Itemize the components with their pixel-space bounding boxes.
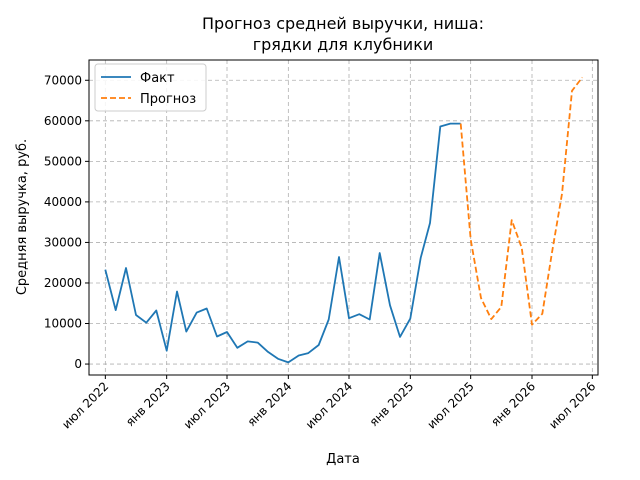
- series-line-forecast: [459, 76, 584, 326]
- x-tick-label: июл 2023: [181, 379, 233, 431]
- x-tick-label: янв 2025: [367, 379, 417, 429]
- x-tick-label: июл 2026: [546, 379, 598, 431]
- legend-box: [94, 63, 207, 112]
- series-lines: [104, 76, 584, 364]
- x-axis-label: Дата: [326, 452, 360, 467]
- legend: Факт Прогноз: [94, 63, 207, 112]
- x-tick-label: янв 2024: [245, 379, 295, 429]
- x-tick-label: июл 2025: [425, 379, 477, 431]
- chart-title-line-2: грядки для клубники: [253, 35, 434, 54]
- x-tick-label: янв 2026: [488, 379, 538, 429]
- x-tick-label: янв 2023: [123, 379, 173, 429]
- y-tick-label: 60000: [44, 114, 82, 128]
- plot-area: [88, 59, 599, 376]
- x-tick-label: июл 2022: [59, 379, 111, 431]
- legend-label-forecast: Прогноз: [140, 92, 196, 107]
- grid: [89, 60, 598, 375]
- x-tick-label: июл 2024: [303, 379, 355, 431]
- y-tick-label: 30000: [44, 235, 82, 249]
- y-axis: 0 10000 20000 30000 40000 50000 60000 70000: [44, 73, 89, 371]
- y-tick-label: 40000: [44, 195, 82, 209]
- y-tick-label: 20000: [44, 276, 82, 290]
- y-tick-label: 10000: [44, 317, 82, 331]
- series-line-fact: [104, 122, 461, 364]
- chart-title-line-1: Прогноз средней выручки, ниша:: [202, 14, 484, 33]
- y-tick-label: 70000: [44, 73, 82, 87]
- legend-label-fact: Факт: [140, 71, 175, 86]
- y-axis-label: Средняя выручка, руб.: [15, 139, 30, 295]
- y-tick-label: 0: [74, 357, 82, 371]
- x-axis: июл 2022 янв 2023 июл 2023 янв 2024 июл 2024…: [59, 375, 598, 432]
- y-tick-label: 50000: [44, 154, 82, 168]
